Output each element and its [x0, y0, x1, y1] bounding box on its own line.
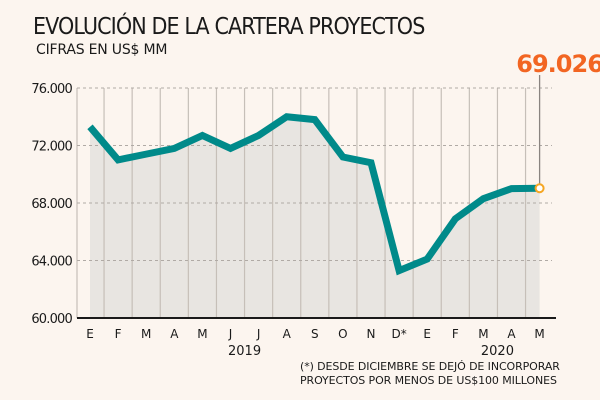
x-tick-label: F — [115, 327, 122, 341]
footnote-line-1: (*) DESDE DICIEMBRE SE DEJÓ DE INCORPORA… — [300, 360, 560, 373]
y-tick-label: 64.000 — [31, 255, 72, 270]
last-value-marker — [534, 183, 545, 194]
x-tick-label: J — [228, 327, 233, 341]
data-point — [452, 215, 459, 222]
x-tick-label: E — [423, 327, 431, 341]
x-tick-label: O — [338, 327, 347, 341]
y-tick-label: 60.000 — [31, 312, 72, 327]
data-point — [311, 116, 318, 123]
x-tick-label: A — [170, 327, 179, 341]
chart-title: EVOLUCIÓN DE LA CARTERA PROYECTOS — [33, 14, 425, 40]
data-point — [143, 151, 150, 158]
x-tick-label: S — [311, 327, 319, 341]
data-point — [115, 156, 122, 163]
x-tick-label: F — [452, 327, 459, 341]
area-fill — [90, 116, 540, 318]
x-tick-label: M — [197, 327, 207, 341]
y-tick-label: 72.000 — [31, 140, 72, 155]
data-point — [480, 195, 487, 202]
data-point — [283, 113, 290, 120]
y-tick-label: 76.000 — [31, 82, 72, 97]
data-point — [171, 145, 178, 152]
footnote: (*) DESDE DICIEMBRE SE DEJÓ DE INCORPORA… — [300, 360, 560, 388]
data-point — [87, 123, 94, 130]
y-tick-label: 68.000 — [31, 197, 72, 212]
x-tick-label: A — [283, 327, 292, 341]
data-point — [508, 185, 515, 192]
chart-subtitle: CIFRAS EN US$ MM — [36, 42, 168, 58]
year-label: 2019 — [228, 344, 261, 359]
last-value-label: 69.026 — [516, 50, 600, 78]
x-tick-label: M — [141, 327, 151, 341]
data-point — [368, 159, 375, 166]
data-point — [396, 267, 403, 274]
data-line — [87, 113, 540, 276]
x-tick-label: D* — [391, 327, 406, 341]
data-point — [339, 154, 346, 161]
x-tick-label: N — [367, 327, 376, 341]
footnote-line-2: PROYECTOS POR MENOS DE US$100 MILLONES — [300, 374, 557, 387]
x-tick-label: M — [534, 327, 544, 341]
data-point — [199, 132, 206, 139]
data-point — [227, 145, 234, 152]
data-point — [424, 256, 431, 263]
x-tick-label: E — [86, 327, 94, 341]
x-tick-label: J — [256, 327, 261, 341]
data-point — [255, 132, 262, 139]
x-tick-label: A — [507, 327, 516, 341]
x-tick-label: M — [478, 327, 488, 341]
year-label: 2020 — [481, 344, 514, 359]
